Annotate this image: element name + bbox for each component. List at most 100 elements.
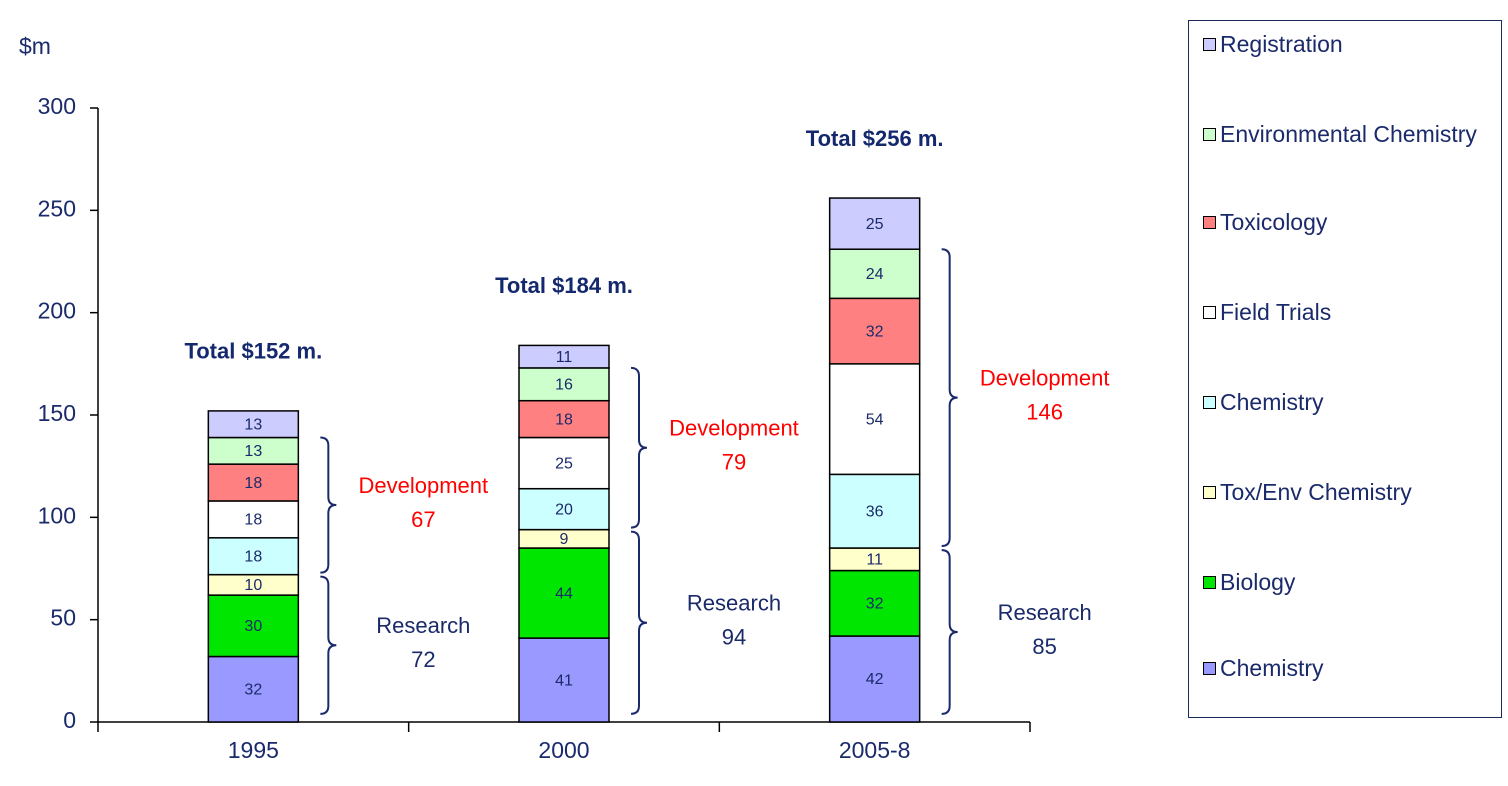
legend: Registration Environmental Chemistry Toxic… (1188, 20, 1502, 718)
bar-segment (828, 248, 921, 300)
data-label: 20 (555, 501, 573, 518)
x-tick-label: 2000 (538, 737, 589, 763)
bracket (320, 436, 337, 574)
bracket (320, 575, 337, 715)
group-value: 146 (1026, 399, 1063, 424)
legend-item: Chemistry (1203, 389, 1490, 415)
data-label: 42 (866, 671, 884, 688)
total-label: Total $256 m. (806, 126, 944, 151)
legend-swatch (1203, 38, 1216, 51)
bar-segment (207, 500, 300, 539)
data-label: 18 (244, 548, 262, 565)
bar-segment (207, 655, 300, 723)
y-axis-label: $m (19, 33, 51, 59)
data-label: 13 (244, 443, 262, 460)
data-label: 41 (555, 672, 573, 689)
data-label: 11 (866, 552, 883, 569)
bar-segment (828, 363, 921, 476)
data-label: 18 (555, 411, 573, 428)
group-label: Development (669, 416, 799, 441)
legend-label: Chemistry (1220, 655, 1324, 681)
total-label: Total $184 m. (495, 273, 633, 298)
bar-segment (828, 635, 921, 723)
x-tick-label: 1995 (228, 737, 279, 763)
bar-segment (207, 594, 300, 658)
legend-swatch (1203, 662, 1216, 675)
chart: $m 0 50 100 150 200 250 300 1995 32 30 10 18 18 18 13 1… (19, 33, 1110, 763)
legend-label: Chemistry (1220, 389, 1324, 415)
bar-segment (207, 463, 300, 502)
group-value: 94 (722, 625, 746, 650)
data-label: 32 (866, 323, 884, 340)
group-label: Research (998, 600, 1092, 625)
data-label: 44 (555, 585, 573, 602)
legend-item: Environmental Chemistry (1203, 121, 1490, 147)
group-label: Development (359, 473, 489, 498)
data-label: 32 (244, 681, 262, 698)
legend-label: Biology (1220, 569, 1296, 595)
bar-segment (518, 637, 610, 723)
data-label: 30 (244, 618, 262, 635)
bar-segment (518, 547, 610, 639)
group-value: 85 (1032, 634, 1056, 659)
legend-label: Tox/Env Chemistry (1220, 479, 1412, 505)
y-tick-label: 150 (38, 400, 76, 426)
y-tick-label: 100 (38, 502, 76, 528)
legend-item: Tox/Env Chemistry (1203, 479, 1490, 505)
y-tick-label: 200 (38, 298, 76, 324)
data-label: 11 (556, 349, 573, 366)
legend-swatch (1203, 306, 1216, 319)
legend-label: Registration (1220, 31, 1343, 57)
y-tick-label: 250 (38, 195, 76, 221)
bar-segment (518, 399, 610, 439)
bar-segment (207, 410, 300, 439)
x-tick-label: 2005-8 (839, 737, 911, 763)
bar-segment (207, 537, 300, 576)
bracket (630, 366, 648, 529)
legend-swatch (1203, 396, 1216, 409)
legend-swatch (1203, 486, 1216, 499)
bar-segment (207, 436, 300, 465)
group-value: 67 (411, 507, 435, 532)
group-value: 72 (411, 647, 435, 672)
legend-item: Chemistry (1203, 655, 1490, 681)
data-label: 18 (244, 512, 262, 529)
group-label: Research (376, 613, 470, 638)
legend-item: Field Trials (1203, 299, 1490, 325)
legend-item: Biology (1203, 569, 1490, 595)
bar-segment (828, 569, 921, 637)
bracket (630, 530, 648, 715)
group-label: Development (980, 365, 1110, 390)
data-label: 24 (866, 266, 884, 283)
data-label: 36 (866, 503, 884, 520)
y-tick-label: 300 (38, 93, 76, 119)
data-label: 9 (560, 531, 569, 548)
legend-swatch (1203, 216, 1216, 229)
legend-swatch (1203, 576, 1216, 589)
data-label: 25 (555, 455, 573, 472)
data-label: 25 (866, 216, 884, 233)
bracket (941, 549, 958, 715)
data-label: 18 (244, 475, 262, 492)
bar-segment (518, 344, 610, 369)
data-label: 13 (244, 416, 262, 433)
group-label: Research (687, 591, 781, 616)
data-label: 32 (866, 596, 884, 613)
total-label: Total $152 m. (184, 339, 322, 364)
y-tick-label: 50 (50, 605, 76, 631)
bar-segment (828, 473, 921, 549)
data-label: 54 (866, 411, 884, 428)
legend-item: Registration (1203, 31, 1490, 57)
legend-label: Environmental Chemistry (1220, 121, 1477, 147)
data-label: 16 (555, 377, 573, 394)
bar-segment (518, 436, 610, 490)
group-value: 79 (722, 450, 746, 475)
y-tick-label: 0 (63, 707, 76, 733)
bracket (941, 248, 958, 547)
bar-segment (828, 197, 921, 250)
legend-label: Field Trials (1220, 299, 1332, 325)
legend-swatch (1203, 128, 1216, 141)
bar-segment (518, 367, 610, 402)
legend-item: Toxicology (1203, 209, 1490, 235)
